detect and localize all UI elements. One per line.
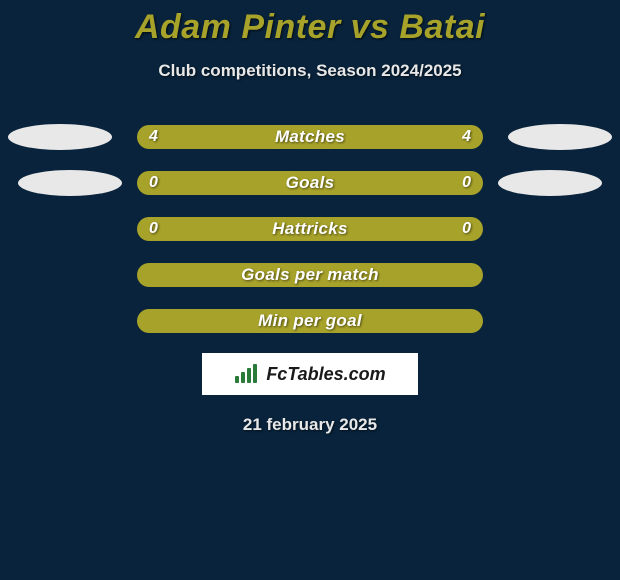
stat-value-left: 4 bbox=[149, 128, 158, 146]
stat-label: Goals bbox=[286, 173, 335, 193]
stat-label: Goals per match bbox=[241, 265, 379, 285]
stat-value-left: 0 bbox=[149, 174, 158, 192]
stat-row: Min per goal bbox=[0, 309, 620, 333]
comparison-card: Adam Pinter vs Batai Club competitions, … bbox=[0, 0, 620, 580]
player-right-marker bbox=[508, 124, 612, 150]
stat-rows: 4 Matches 4 0 Goals 0 0 Hattricks 0 bbox=[0, 125, 620, 333]
player-left-marker bbox=[8, 124, 112, 150]
stat-row: 0 Hattricks 0 bbox=[0, 217, 620, 241]
stat-row: Goals per match bbox=[0, 263, 620, 287]
stat-label: Min per goal bbox=[258, 311, 362, 331]
subtitle: Club competitions, Season 2024/2025 bbox=[0, 61, 620, 81]
stat-value-right: 4 bbox=[462, 128, 471, 146]
stat-label: Hattricks bbox=[272, 219, 347, 239]
source-logo-text: FcTables.com bbox=[266, 364, 385, 385]
source-logo: FcTables.com bbox=[202, 353, 418, 395]
stat-row: 4 Matches 4 bbox=[0, 125, 620, 149]
stat-bar-goals: 0 Goals 0 bbox=[137, 171, 483, 195]
player-right-marker bbox=[498, 170, 602, 196]
player-left-marker bbox=[18, 170, 122, 196]
page-title: Adam Pinter vs Batai bbox=[0, 0, 620, 47]
stat-bar-matches: 4 Matches 4 bbox=[137, 125, 483, 149]
bar-chart-icon bbox=[234, 364, 260, 384]
stat-bar-min-per-goal: Min per goal bbox=[137, 309, 483, 333]
stat-value-left: 0 bbox=[149, 220, 158, 238]
stat-row: 0 Goals 0 bbox=[0, 171, 620, 195]
stat-value-right: 0 bbox=[462, 174, 471, 192]
stat-value-right: 0 bbox=[462, 220, 471, 238]
date-label: 21 february 2025 bbox=[0, 415, 620, 435]
stat-bar-hattricks: 0 Hattricks 0 bbox=[137, 217, 483, 241]
stat-label: Matches bbox=[275, 127, 345, 147]
stat-bar-goals-per-match: Goals per match bbox=[137, 263, 483, 287]
